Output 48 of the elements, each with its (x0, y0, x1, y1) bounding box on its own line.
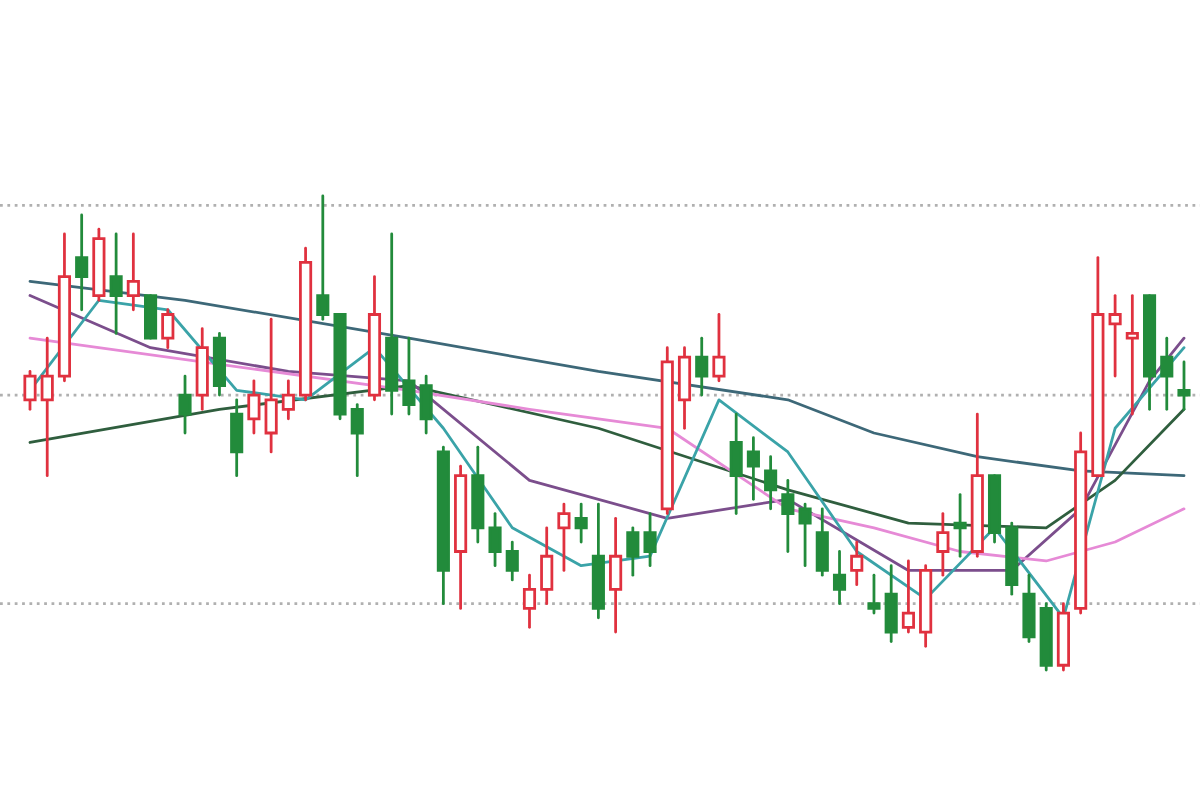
candlestick (161, 308, 175, 350)
candlestick (609, 516, 623, 634)
candlestick (574, 502, 588, 544)
candlestick (419, 374, 433, 435)
candlestick (815, 507, 829, 577)
candlestick (247, 379, 261, 435)
candlestick (488, 512, 502, 568)
candlestick (281, 379, 295, 421)
candlestick (178, 374, 192, 435)
candlestick (350, 403, 364, 478)
candlestick (264, 317, 278, 454)
candlestick (126, 232, 140, 312)
candlestick (729, 412, 743, 515)
candlestick (230, 398, 244, 478)
candlestick (626, 526, 640, 577)
candlestick (953, 493, 967, 558)
candlestick (1125, 294, 1139, 416)
candlestick (316, 194, 330, 321)
candlestick (832, 550, 847, 606)
candlestick (936, 512, 950, 577)
candlestick (195, 327, 209, 411)
candlestick (798, 502, 812, 568)
candlestick (884, 564, 898, 643)
candlestick (109, 232, 123, 335)
candlestick (746, 436, 760, 501)
candlestick (643, 512, 657, 568)
candlestick (40, 336, 54, 478)
candlestick (402, 336, 416, 416)
candlestick (1160, 336, 1174, 411)
candlestick (781, 479, 795, 553)
candlestick (144, 294, 158, 340)
candlestick (522, 573, 537, 629)
candlestick (764, 455, 778, 511)
candlestick (505, 540, 519, 582)
candlestick (23, 369, 37, 411)
candlestick (867, 573, 881, 615)
candlestick (1022, 573, 1036, 643)
candlestick (901, 559, 915, 634)
candlestick (695, 336, 709, 397)
candlestick (1177, 360, 1191, 411)
candlestick (540, 526, 554, 606)
candlestick (1108, 294, 1122, 378)
candlestick (557, 502, 571, 572)
candlestick (850, 540, 864, 587)
candlestick (712, 313, 726, 383)
candlestick (212, 332, 227, 397)
candlestick (75, 213, 89, 312)
candlestick (677, 346, 692, 430)
